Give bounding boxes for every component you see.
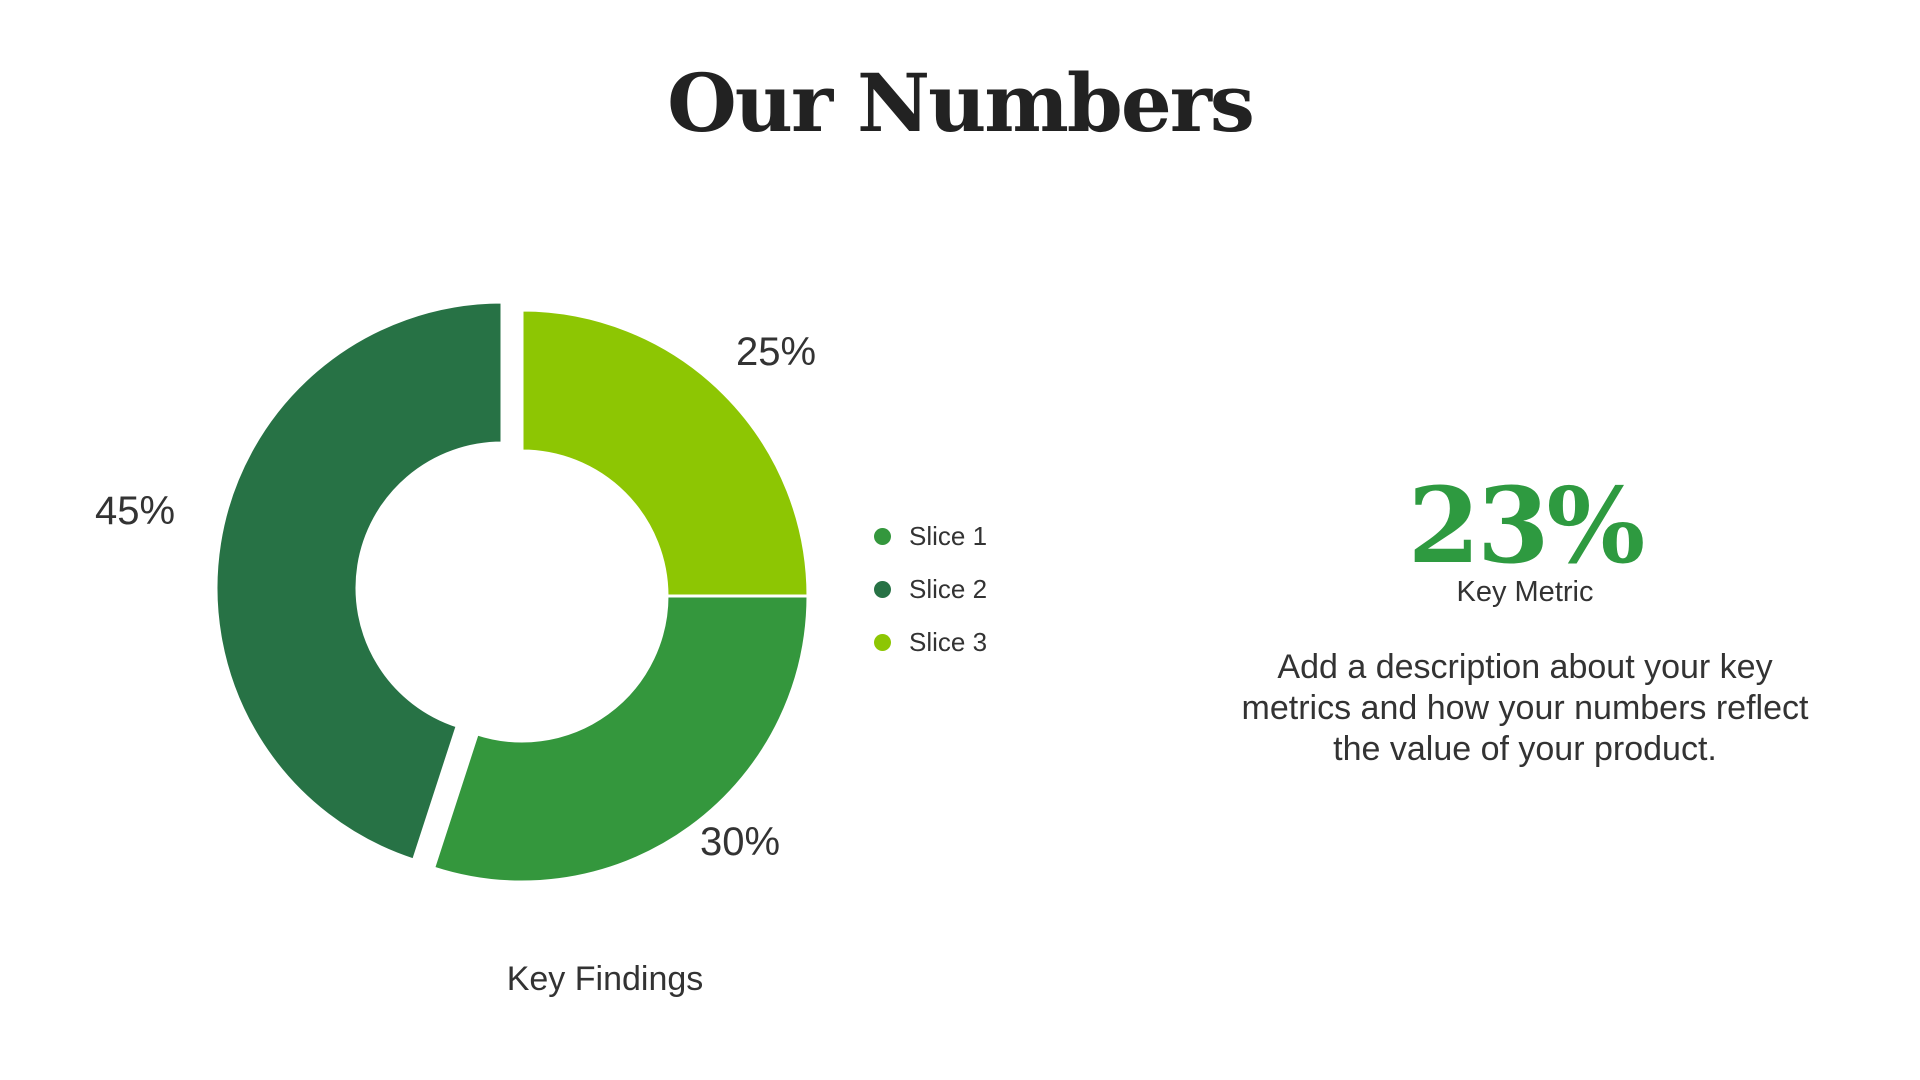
legend-dot-icon (874, 581, 891, 598)
legend-item-slice-2[interactable]: Slice 2 (874, 563, 987, 616)
legend-item-slice-1[interactable]: Slice 1 (874, 510, 987, 563)
legend-label: Slice 3 (909, 627, 988, 657)
legend-item-slice-3[interactable]: Slice 3 (874, 616, 987, 669)
page-title: Our Numbers (667, 56, 1255, 150)
data-label-slice-1: 30% (700, 820, 780, 864)
chart-legend: Slice 1 Slice 2 Slice 3 (874, 510, 987, 669)
data-label-slice-3: 25% (736, 330, 816, 374)
donut-slice-1[interactable] (431, 594, 810, 884)
legend-dot-icon (874, 634, 891, 651)
metric-label: Key Metric (1456, 576, 1594, 608)
data-label-slice-2: 45% (95, 489, 175, 533)
donut-slice-2[interactable] (214, 300, 504, 862)
legend-label: Slice 1 (909, 521, 988, 551)
legend-dot-icon (874, 528, 891, 545)
metric-value: 23% (1407, 464, 1646, 587)
legend-label: Slice 2 (909, 574, 988, 604)
key-metric-panel: 23% Key Metric Add a description about y… (1235, 470, 1815, 770)
chart-caption: Key Findings (506, 960, 704, 998)
metric-description: Add a description about your key metrics… (1241, 648, 1809, 768)
donut-slice-3[interactable] (520, 308, 810, 598)
